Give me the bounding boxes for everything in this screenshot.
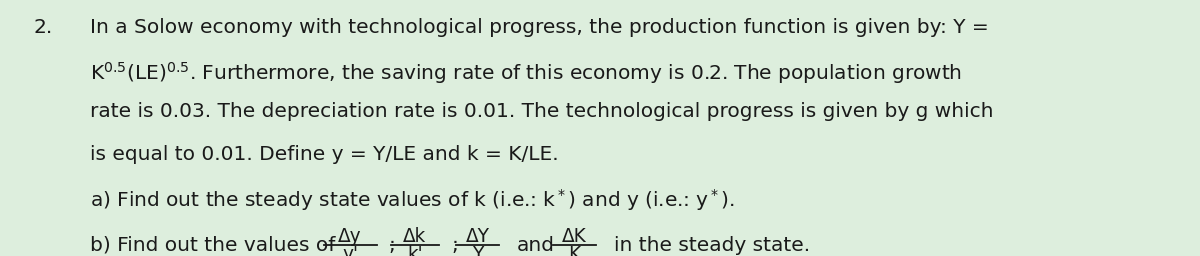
Text: b) Find out the values of: b) Find out the values of bbox=[90, 236, 342, 255]
Text: rate is 0.03. The depreciation rate is 0.01. The technological progress is given: rate is 0.03. The depreciation rate is 0… bbox=[90, 102, 994, 121]
Text: Δy: Δy bbox=[338, 227, 362, 246]
Text: ;: ; bbox=[451, 236, 458, 255]
Text: k': k' bbox=[407, 245, 422, 256]
Text: K: K bbox=[569, 245, 581, 256]
Text: K$^{0.5}$(LE)$^{0.5}$. Furthermore, the saving rate of this economy is 0.2. The : K$^{0.5}$(LE)$^{0.5}$. Furthermore, the … bbox=[90, 60, 962, 86]
Text: and: and bbox=[517, 236, 554, 255]
Text: ΔK: ΔK bbox=[562, 227, 587, 246]
Text: ΔY: ΔY bbox=[466, 227, 490, 246]
Text: is equal to 0.01. Define y = Y/LE and k = K/LE.: is equal to 0.01. Define y = Y/LE and k … bbox=[90, 145, 559, 164]
Text: y': y' bbox=[342, 245, 358, 256]
Text: a) Find out the steady state values of k (i.e.: k$^*$) and y (i.e.: y$^*$).: a) Find out the steady state values of k… bbox=[90, 187, 734, 213]
Text: In a Solow economy with technological progress, the production function is given: In a Solow economy with technological pr… bbox=[90, 18, 989, 37]
Text: in the steady state.: in the steady state. bbox=[614, 236, 810, 255]
Text: 2.: 2. bbox=[34, 18, 53, 37]
Text: Δk: Δk bbox=[403, 227, 426, 246]
Text: ;: ; bbox=[389, 236, 396, 255]
Text: Y: Y bbox=[472, 245, 484, 256]
